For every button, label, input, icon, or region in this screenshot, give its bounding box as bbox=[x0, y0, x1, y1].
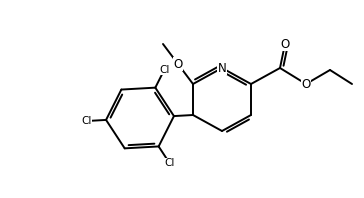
Text: O: O bbox=[280, 37, 290, 50]
Text: N: N bbox=[218, 62, 226, 74]
Text: Cl: Cl bbox=[159, 65, 170, 75]
Text: Cl: Cl bbox=[165, 158, 175, 168]
Text: O: O bbox=[301, 77, 310, 90]
Text: O: O bbox=[173, 57, 183, 70]
Text: Cl: Cl bbox=[81, 116, 91, 126]
